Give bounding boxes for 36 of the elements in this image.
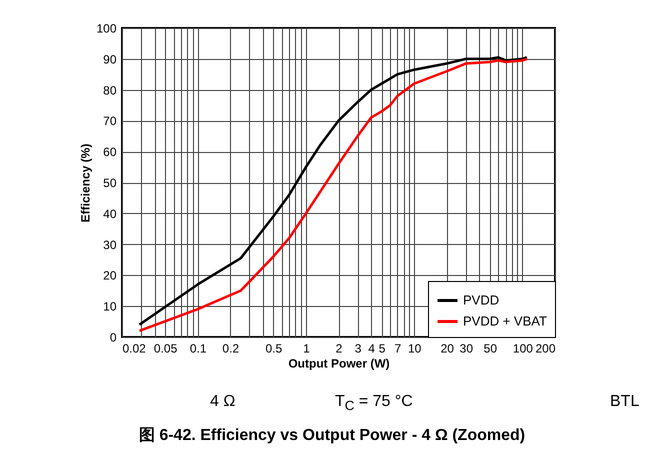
x-tick-label: 30 — [460, 342, 474, 356]
x-axis-title: Output Power (W) — [288, 356, 390, 370]
y-tick-label: 30 — [103, 238, 117, 252]
text: 图 6-42. Efficiency vs Output Power - 4 Ω (Zoomed) — [138, 426, 526, 446]
x-tick-label: 4 — [368, 342, 376, 356]
x-tick-label: 3 — [354, 342, 362, 356]
x-tick-label: 100 — [512, 342, 534, 356]
x-tick-label: 0.05 — [154, 342, 178, 356]
x-tick-label: 0.02 — [122, 342, 146, 356]
x-tick-label: 50 — [484, 342, 498, 356]
y-tick-label: 10 — [103, 300, 117, 314]
text: 4 Ω — [210, 393, 236, 411]
text: T$_{C}$ = 75 °C — [335, 393, 413, 414]
x-tick-label: 5 — [378, 342, 386, 356]
y-tick-label: 70 — [103, 114, 117, 128]
y-tick-label: 20 — [103, 268, 117, 283]
legend-label: PVDD — [463, 292, 500, 308]
y-tick-label: 50 — [103, 176, 117, 190]
y-tick-label: 90 — [103, 52, 117, 66]
x-tick-label: 20 — [440, 342, 454, 356]
y-tick-label: 100 — [96, 22, 117, 36]
x-tick-label: 0.5 — [265, 342, 282, 356]
legend-label: PVDD + VBAT — [463, 314, 547, 328]
x-tick-label: 2 — [336, 342, 343, 356]
x-tick-label: 10 — [408, 342, 422, 356]
x-tick-label: 0.2 — [222, 342, 240, 356]
text: BTL — [610, 393, 640, 411]
y-tick-label: 0 — [110, 330, 117, 344]
y-axis-title: Efficiency (%) — [78, 144, 92, 222]
y-tick-label: 60 — [103, 145, 117, 160]
x-tick-label: 0.1 — [190, 342, 207, 356]
y-tick-label: 40 — [103, 206, 117, 221]
x-tick-label: 7 — [394, 342, 402, 356]
x-tick-label: 1 — [303, 342, 310, 356]
y-tick-label: 80 — [103, 83, 117, 98]
x-tick-label: 200 — [535, 342, 556, 356]
